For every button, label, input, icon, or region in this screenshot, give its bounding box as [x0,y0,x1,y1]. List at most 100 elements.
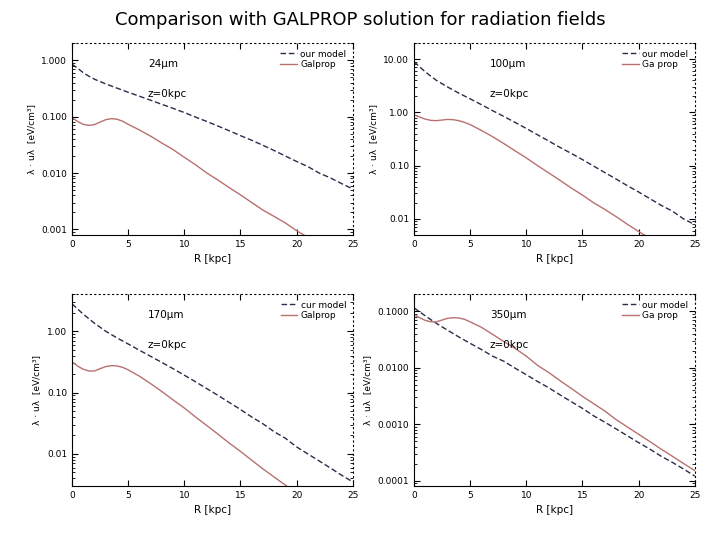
Galprop [112,116,121,123]
X-axis label: R [kpc]: R [kpc] [194,254,231,264]
cur model [304,451,312,457]
our model [415,64,424,70]
cur model [214,392,222,399]
Galprop [73,118,82,125]
Galprop [135,127,144,133]
Galprop [304,498,312,504]
Line: Galprop: Galprop [72,362,353,532]
Ga prop [460,119,469,126]
our model [68,61,76,68]
Ga prop [679,460,688,467]
our model [522,125,531,132]
our model [158,101,166,107]
Ga prop [556,377,564,384]
cur model [192,379,200,385]
Galprop [348,259,357,266]
Ga prop [690,467,699,474]
our model [466,340,474,347]
our model [578,157,587,163]
cur model [158,359,166,366]
our model [410,305,418,311]
Galprop [168,397,177,403]
Ga prop [534,163,542,169]
Ga prop [426,117,435,124]
our model [590,413,598,419]
Ga prop [534,362,542,369]
our model [600,170,609,176]
Ga prop [600,408,609,414]
Ga prop [590,200,598,206]
our model [657,202,665,208]
cur model [326,465,335,471]
Ga prop [421,317,430,323]
our model [421,313,430,319]
Ga prop [634,431,643,437]
X-axis label: R [kpc]: R [kpc] [536,505,573,515]
our model [225,127,233,134]
Ga prop [567,385,575,392]
our model [426,73,435,79]
Legend: our model, Ga prop: our model, Ga prop [621,48,690,71]
Line: Ga prop: Ga prop [414,115,695,266]
Ga prop [415,114,424,120]
Galprop [90,368,99,374]
Legend: our model, Ga prop: our model, Ga prop [621,299,690,322]
Galprop [158,140,166,146]
our model [612,176,621,183]
Galprop [68,114,76,121]
our model [578,405,587,411]
our model [248,137,256,144]
our model [510,365,519,372]
Legend: our model, Galprop: our model, Galprop [279,48,348,71]
Ga prop [600,206,609,213]
cur model [236,406,245,413]
our model [410,58,418,65]
Ga prop [438,117,446,123]
Galprop [202,170,211,176]
cur model [102,328,110,334]
X-axis label: R [kpc]: R [kpc] [536,254,573,264]
our model [304,163,312,170]
our model [567,150,575,157]
Galprop [168,146,177,153]
Galprop [180,405,189,411]
Ga prop [449,117,458,123]
cur model [168,366,177,372]
cur model [124,341,132,347]
Galprop [258,207,267,213]
our model [679,466,688,472]
Galprop [158,388,166,395]
Ga prop [623,424,631,430]
Ga prop [657,242,665,249]
our model [657,453,665,460]
Text: 100μm: 100μm [490,58,526,69]
cur model [135,347,144,354]
Galprop [90,122,99,128]
Y-axis label: λ · uλ  [eV/cm³]: λ · uλ [eV/cm³] [27,104,36,174]
our model [426,316,435,323]
our model [444,327,452,334]
our model [623,183,631,189]
cur model [258,421,267,427]
our model [146,97,155,104]
our model [454,90,463,97]
Galprop [107,362,116,369]
our model [90,76,99,83]
our model [236,132,245,139]
Ga prop [522,154,531,161]
our model [544,138,553,144]
our model [590,163,598,170]
our model [679,215,688,222]
Galprop [281,220,289,226]
Galprop [270,474,279,480]
Ga prop [646,438,654,445]
our model [214,123,222,129]
Galprop [68,359,76,365]
our model [79,70,88,76]
our model [634,440,643,446]
our model [326,174,335,181]
our model [534,378,542,384]
Galprop [326,247,335,253]
cur model [315,457,323,464]
Ga prop [432,117,441,124]
